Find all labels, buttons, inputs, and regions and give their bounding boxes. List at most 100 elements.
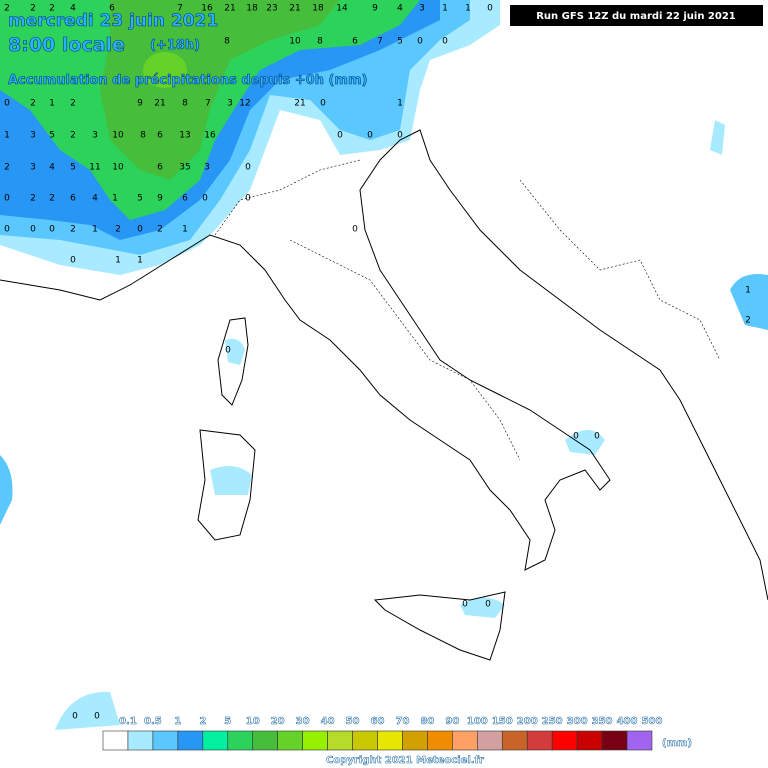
border-alps: [214, 159, 361, 236]
legend-label: 60: [371, 716, 385, 727]
legend-swatch: [551, 730, 578, 751]
map-value: 0: [320, 99, 326, 109]
legend-label: 350: [592, 716, 613, 727]
coast-corsica: [217, 317, 249, 406]
map-value: 1: [465, 4, 471, 14]
legend-label: 40: [321, 716, 335, 727]
legend-swatch: [501, 730, 528, 751]
map-value: 6: [352, 37, 358, 47]
map-value: 8: [182, 99, 188, 109]
legend-label: 200: [517, 716, 538, 727]
map-value: 0: [485, 600, 491, 610]
date: mercredi 23 juin 2021: [8, 11, 218, 31]
run-box: [510, 5, 763, 26]
border-regions: [289, 239, 521, 461]
legend-label: 100: [467, 716, 488, 727]
map-value: 21: [294, 99, 305, 109]
legend-swatch: [102, 730, 129, 751]
precip-west: [0, 455, 13, 525]
map-value: 0: [462, 600, 468, 610]
map-value: 5: [49, 131, 55, 141]
legend-swatch: [127, 730, 154, 751]
legend-label: 2: [199, 716, 206, 727]
map-value: 18: [246, 4, 258, 14]
map-value: 7: [177, 4, 183, 14]
map-value: 2: [30, 194, 36, 204]
legend-label: 10: [246, 716, 260, 727]
map-value: 5: [397, 37, 403, 47]
map-value: 3: [227, 99, 233, 109]
map-value: 21: [154, 99, 165, 109]
coastlines: [0, 129, 768, 661]
map-value: 10: [112, 163, 124, 173]
map-value: 0: [94, 712, 100, 722]
map-value: 1: [112, 194, 118, 204]
coast-sardinia: [197, 429, 256, 541]
map-value: 2: [4, 163, 10, 173]
legend-swatch: [277, 730, 303, 751]
map-value: 16: [201, 4, 213, 14]
legend-swatch: [302, 730, 328, 751]
map-value: 2: [115, 225, 121, 235]
map-value: 10: [289, 37, 301, 47]
map-value: 2: [30, 99, 36, 109]
map-value: 14: [336, 4, 348, 14]
legend-label: 80: [420, 716, 434, 727]
map-value: 18: [312, 4, 324, 14]
legend-label: 500: [642, 716, 663, 727]
map-value: 9: [137, 99, 143, 109]
map-value: 3: [419, 4, 425, 14]
legend-label: 5: [224, 716, 231, 727]
precip-sardinia: [210, 466, 252, 495]
legend-label: 0.5: [144, 716, 162, 727]
map-value: 21: [224, 4, 235, 14]
map-value: 0: [367, 131, 373, 141]
precip-max: [143, 52, 187, 88]
precip-sicily: [460, 597, 505, 618]
time: 8:00 locale: [8, 34, 125, 56]
map-value: 2: [49, 4, 55, 14]
map-value: 0: [137, 225, 143, 235]
legend-label: 300: [567, 716, 588, 727]
map-value: 7: [377, 37, 383, 47]
legend-swatch: [626, 730, 653, 751]
map-value: 4: [92, 194, 98, 204]
coast-italy: [0, 129, 768, 601]
map-value: 0: [72, 712, 78, 722]
lead-time: (+18h): [150, 38, 200, 53]
map-value: 1: [442, 4, 448, 14]
legend-swatch: [202, 730, 229, 751]
precip-corsica: [225, 338, 245, 365]
map-value: 6: [182, 194, 188, 204]
map-value: 0: [30, 225, 36, 235]
border-balkans: [519, 179, 721, 361]
map-value: 2: [30, 4, 36, 14]
legend-label: 150: [492, 716, 513, 727]
map-value: 6: [157, 163, 163, 173]
coast-sicily: [373, 591, 506, 661]
legend-swatch: [452, 730, 478, 751]
map-value: 2: [157, 225, 163, 235]
map-value: 21: [289, 4, 300, 14]
legend-swatch: [327, 730, 353, 751]
map-value: 5: [70, 163, 76, 173]
map-value: 1: [115, 256, 121, 266]
legend-swatch: [252, 730, 278, 751]
map-value: 1: [137, 256, 143, 266]
map-value: 0: [594, 432, 600, 442]
map-value: 11: [89, 163, 100, 173]
map-value: 6: [70, 194, 76, 204]
map-value: 2: [70, 99, 76, 109]
precip-green-dark: [100, 0, 340, 180]
map-value: 7: [205, 99, 211, 109]
map-value: 0: [352, 225, 358, 235]
map-value: 0: [202, 194, 208, 204]
map-value: 0: [487, 4, 493, 14]
map-value: 16: [204, 131, 216, 141]
legend-label: 20: [271, 716, 285, 727]
map-value: 35: [179, 163, 190, 173]
map-value: 9: [372, 4, 378, 14]
legend-swatch: [352, 730, 378, 751]
legend-label: 30: [296, 716, 310, 727]
